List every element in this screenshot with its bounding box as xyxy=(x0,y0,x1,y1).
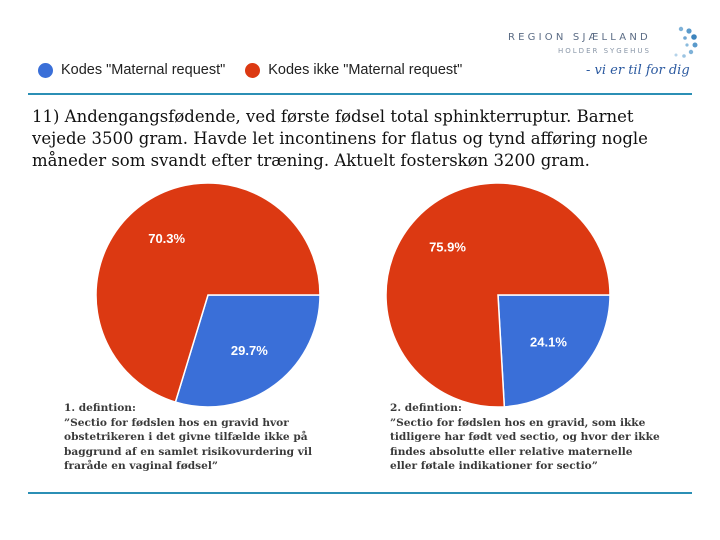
pie-slice-label: 70.3% xyxy=(148,231,185,246)
definition-2: 2. defintion: ”Sectio for fødslen hos en… xyxy=(390,401,690,474)
pie-chart-definition-1: 29.7% 70.3% xyxy=(95,182,321,408)
pie-slice xyxy=(385,182,611,408)
bottom-divider xyxy=(28,492,692,494)
case-description: 11) Andengangsfødende, ved første fødsel… xyxy=(32,107,648,170)
chart-legend: Kodes "Maternal request" Kodes ikke "Mat… xyxy=(38,62,482,78)
definition-title: 2. defintion: xyxy=(390,402,462,414)
logo-name: REGION SJÆLLAND xyxy=(508,32,651,43)
definition-body: ”Sectio for fødslen hos en gravid hvor o… xyxy=(64,416,312,473)
pie-slice xyxy=(174,294,321,408)
legend-label: Kodes ikke "Maternal request" xyxy=(268,62,463,78)
pie-slice-label: 75.9% xyxy=(429,239,466,254)
logo-tagline: - vi er til for dig xyxy=(586,63,690,78)
definition-1: 1. defintion: ”Sectio for fødslen hos en… xyxy=(64,401,364,474)
logo-subtitle: HOLDER SYGEHUS xyxy=(558,47,651,55)
definition-title: 1. defintion: xyxy=(64,402,136,414)
pie-slice-label: 29.7% xyxy=(231,343,268,358)
top-divider xyxy=(28,93,692,95)
pie-chart-definition-2: 24.1% 75.9% xyxy=(385,182,611,408)
definition-body: ”Sectio for fødslen hos en gravid, som i… xyxy=(390,416,660,473)
legend-swatch-red xyxy=(245,62,261,78)
legend-item-not-maternal-request: Kodes ikke "Maternal request" xyxy=(245,62,462,78)
pie-slice xyxy=(95,182,321,404)
legend-label: Kodes "Maternal request" xyxy=(61,62,226,78)
region-logo: REGION SJÆLLAND HOLDER SYGEHUS - vi er t… xyxy=(508,26,698,88)
pie-slice xyxy=(497,294,611,408)
logo-dots-icon xyxy=(674,26,698,58)
pie-slice-label: 24.1% xyxy=(530,335,567,350)
legend-swatch-blue xyxy=(38,62,53,78)
legend-item-maternal-request: Kodes "Maternal request" xyxy=(38,62,225,78)
